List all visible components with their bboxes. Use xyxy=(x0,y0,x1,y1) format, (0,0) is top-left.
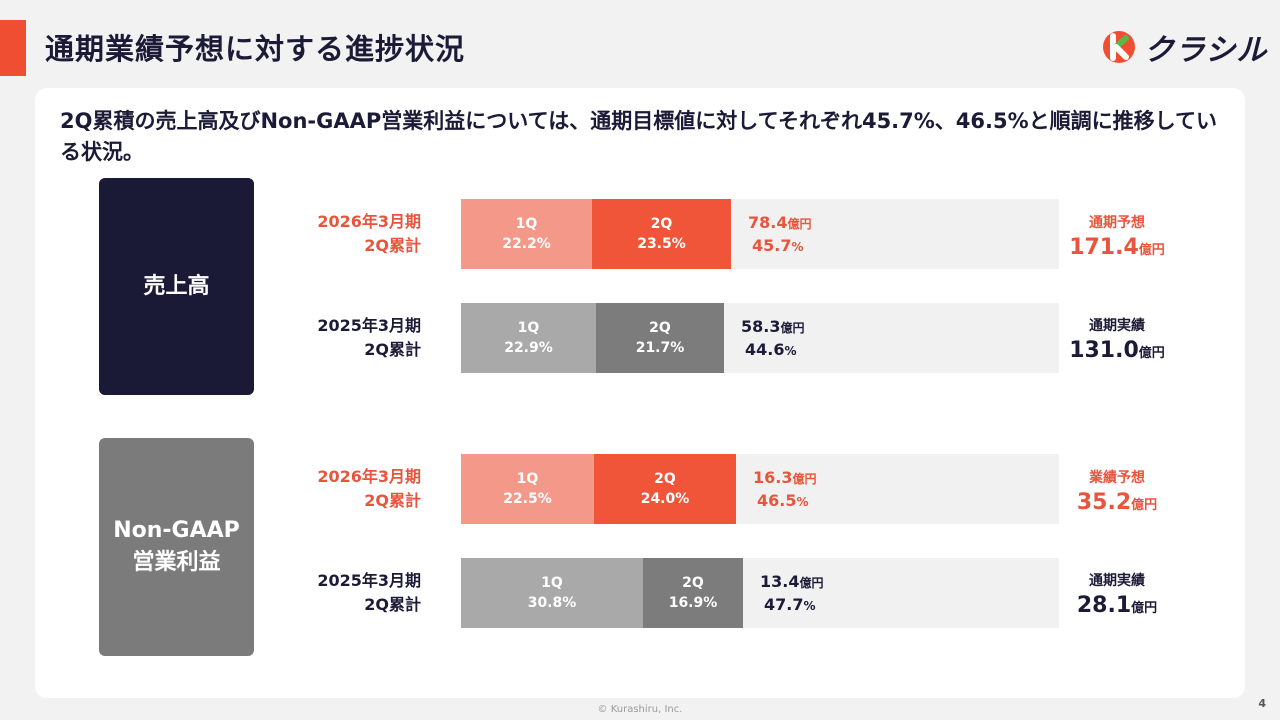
bar-track: 1Q 22.2% 2Q 23.5% xyxy=(461,199,1059,269)
target-unit: 億円 xyxy=(1131,498,1158,513)
section-label-op-line1: Non-GAAP xyxy=(113,518,240,543)
segment-quarter-label: 1Q xyxy=(517,320,540,336)
section-label-sales: 売上高 xyxy=(99,178,254,395)
target-unit: 億円 xyxy=(1138,243,1165,258)
target-value: 35.2 xyxy=(1076,490,1132,515)
bar-track: 1Q 22.9% 2Q 21.7% xyxy=(461,303,1059,373)
segment-quarter-label: 1Q xyxy=(541,575,563,591)
full-year-target: 通期実績 131.0億円 xyxy=(1053,315,1181,365)
percent-unit: % xyxy=(791,240,804,254)
row-label-period: 2026年3月期 xyxy=(317,212,421,231)
cumulative-unit: 億円 xyxy=(780,321,805,335)
page-number: 4 xyxy=(1258,697,1266,710)
row-label-cumulative: 2Q累計 xyxy=(364,491,421,510)
target-unit: 億円 xyxy=(1138,346,1165,361)
segment-quarter-label: 2Q xyxy=(650,216,673,232)
target-label: 業績予想 xyxy=(1089,470,1145,486)
bar-segment-2q: 2Q 21.7% xyxy=(596,303,724,373)
cumulative-percent: 45.7 xyxy=(752,236,792,255)
bar-segment-1q: 1Q 22.9% xyxy=(461,303,596,373)
full-year-target: 通期実績 28.1億円 xyxy=(1053,570,1181,620)
segment-quarter-label: 2Q xyxy=(649,320,671,336)
row-label: 2025年3月期 2Q累計 xyxy=(240,314,421,362)
cumulative-value: 78.4 xyxy=(748,213,788,232)
bar-segment-2q: 2Q 24.0% xyxy=(594,454,736,524)
percent-unit: % xyxy=(803,599,816,613)
section-label-op-text: Non-GAAP 営業利益 xyxy=(113,515,240,579)
lead-text: 2Q累積の売上高及びNon-GAAP営業利益については、通期目標値に対してそれぞ… xyxy=(60,109,1218,164)
bar-segment-2q: 2Q 16.9% xyxy=(643,558,743,628)
segment-value-label: 22.9% xyxy=(504,340,553,356)
logo-text: クラシル xyxy=(1144,33,1268,68)
target-value: 171.4 xyxy=(1069,235,1139,260)
logo: クラシル xyxy=(1102,30,1267,68)
cumulative-unit: 億円 xyxy=(787,217,812,231)
cumulative-label: 78.4億円 45.7% xyxy=(748,212,812,258)
cumulative-percent: 44.6 xyxy=(745,340,785,359)
bar-track: 1Q 30.8% 2Q 16.9% xyxy=(461,558,1059,628)
segment-value-label: 23.5% xyxy=(637,236,686,252)
cumulative-unit: 億円 xyxy=(792,472,817,486)
page-title: 通期業績予想に対する進捗状況 xyxy=(45,32,466,66)
segment-value-label: 24.0% xyxy=(640,491,690,507)
segment-value-label: 22.2% xyxy=(502,236,551,252)
row-label-cumulative: 2Q累計 xyxy=(364,236,421,255)
section-label-operating-profit: Non-GAAP 営業利益 xyxy=(99,438,254,656)
section-label-sales-text: 売上高 xyxy=(143,273,210,299)
cumulative-value: 16.3 xyxy=(753,468,793,487)
target-value: 131.0 xyxy=(1069,338,1139,363)
section-label-op-line2: 営業利益 xyxy=(132,550,221,575)
bar-segment-2q: 2Q 23.5% xyxy=(592,199,731,269)
percent-unit: % xyxy=(796,495,809,509)
segment-value-label: 30.8% xyxy=(527,595,577,611)
segment-value-label: 21.7% xyxy=(635,340,685,356)
row-label: 2026年3月期 2Q累計 xyxy=(240,210,421,258)
target-unit: 億円 xyxy=(1131,601,1158,616)
row-label-cumulative: 2Q累計 xyxy=(364,340,421,359)
logo-mark-icon xyxy=(1102,30,1136,64)
bar-segment-1q: 1Q 22.2% xyxy=(461,199,592,269)
segment-quarter-label: 2Q xyxy=(654,471,676,487)
target-label: 通期実績 xyxy=(1089,318,1145,334)
row-label-period: 2025年3月期 xyxy=(317,571,421,590)
cumulative-label: 13.4億円 47.7% xyxy=(760,571,824,617)
cumulative-value: 58.3 xyxy=(741,317,781,336)
percent-unit: % xyxy=(784,344,797,358)
segment-quarter-label: 1Q xyxy=(515,216,538,232)
cumulative-percent: 47.7 xyxy=(764,595,804,614)
segment-value-label: 16.9% xyxy=(668,595,718,611)
row-label-period: 2025年3月期 xyxy=(317,316,421,335)
cumulative-percent: 46.5 xyxy=(757,491,797,510)
bar-segment-1q: 1Q 22.5% xyxy=(461,454,594,524)
full-year-target: 業績予想 35.2億円 xyxy=(1053,467,1181,517)
title-accent-bar xyxy=(0,20,26,76)
cumulative-unit: 億円 xyxy=(799,576,824,590)
segment-quarter-label: 2Q xyxy=(682,575,704,591)
target-label: 通期実績 xyxy=(1089,573,1145,589)
row-label: 2026年3月期 2Q累計 xyxy=(240,465,421,513)
bar-track: 1Q 22.5% 2Q 24.0% xyxy=(461,454,1059,524)
cumulative-label: 16.3億円 46.5% xyxy=(753,467,817,513)
full-year-target: 通期予想 171.4億円 xyxy=(1053,212,1181,262)
footer-copyright: © Kurashiru, Inc. xyxy=(597,704,683,715)
row-label-period: 2026年3月期 xyxy=(317,467,421,486)
bar-segment-1q: 1Q 30.8% xyxy=(461,558,643,628)
segment-quarter-label: 1Q xyxy=(516,471,539,487)
row-label-cumulative: 2Q累計 xyxy=(364,595,421,614)
target-value: 28.1 xyxy=(1076,593,1132,618)
cumulative-value: 13.4 xyxy=(760,572,800,591)
row-label: 2025年3月期 2Q累計 xyxy=(240,569,421,617)
cumulative-label: 58.3億円 44.6% xyxy=(741,316,805,362)
segment-value-label: 22.5% xyxy=(503,491,552,507)
target-label: 通期予想 xyxy=(1089,215,1145,231)
